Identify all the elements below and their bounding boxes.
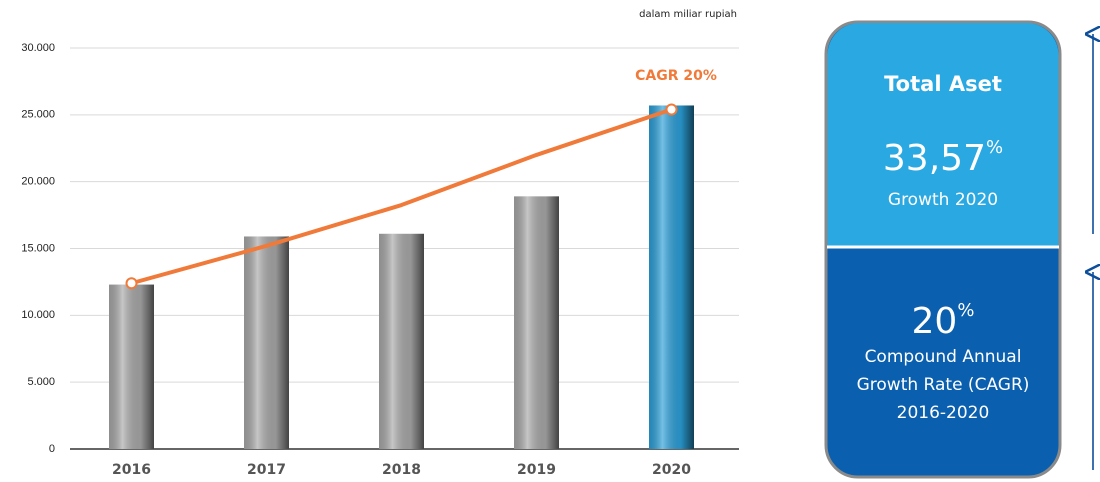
- y-tick-label: 30.000: [21, 42, 55, 54]
- panel: Total Aset 33,57% Growth 2020 20% Compou…: [824, 20, 1062, 479]
- y-tick-label: 25.000: [21, 109, 55, 121]
- y-tick-label: 10.000: [21, 309, 55, 321]
- y-tick-label: 0: [49, 443, 55, 455]
- panel-value: 20%: [912, 300, 975, 342]
- annotation: CAGR 20%: [635, 68, 717, 84]
- marker: [665, 103, 678, 116]
- unit: %: [986, 137, 1003, 158]
- bar-shade: [514, 196, 559, 449]
- bar-shade: [649, 105, 694, 449]
- x-tick-label: 2016: [112, 462, 151, 478]
- line: [130, 107, 673, 286]
- x-tick-label: 2020: [652, 462, 691, 478]
- panel-top: [827, 23, 1059, 246]
- bar-shade: [109, 284, 154, 449]
- value: 33,57: [883, 138, 986, 179]
- x-tick-label: 2018: [382, 462, 421, 478]
- subtitle: dalam miliar rupiah: [639, 9, 737, 20]
- bar-shade: [379, 233, 424, 449]
- y-tick-label: 20.000: [21, 176, 55, 188]
- x-tick-label: 2019: [517, 462, 556, 478]
- x-tick-label: 2017: [247, 462, 286, 478]
- panel-caption: Growth Rate (CAGR): [857, 375, 1030, 395]
- panel-caption: 2016-2020: [897, 403, 990, 423]
- y-tick-label: 5.000: [27, 376, 55, 388]
- panel-caption: Growth 2020: [888, 190, 998, 210]
- panel-title: Total Aset: [884, 72, 1002, 96]
- y-tick-label: 15.000: [21, 242, 55, 254]
- panel-value: 33,57%: [883, 137, 1003, 179]
- panel-caption: Compound Annual: [865, 347, 1022, 367]
- marker: [125, 277, 138, 290]
- unit: %: [957, 300, 974, 321]
- value: 20: [912, 301, 958, 342]
- bar-shade: [244, 236, 289, 449]
